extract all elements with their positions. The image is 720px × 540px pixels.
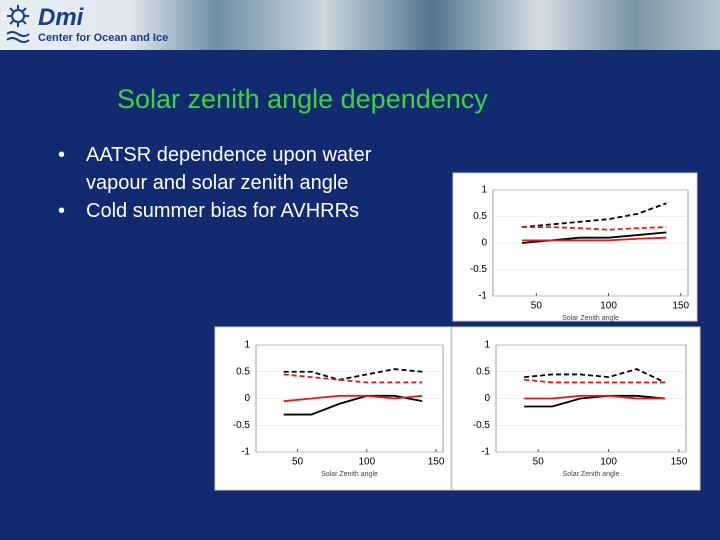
y-tick-label: 1	[244, 340, 250, 351]
header-subtitle: Center for Ocean and Ice	[38, 32, 169, 44]
header-banner: Dmi Center for Ocean and Ice	[0, 0, 720, 50]
y-tick-label: 1	[481, 185, 487, 196]
series-line	[283, 394, 423, 403]
series-line	[524, 394, 665, 408]
x-tick-label: 100	[600, 457, 617, 468]
y-tick-label: 0.5	[476, 366, 490, 377]
x-axis-label: Solar Zenith angle	[562, 315, 619, 322]
series-line	[524, 394, 665, 400]
y-tick-label: 0.5	[473, 211, 487, 222]
x-tick-label: 50	[531, 301, 543, 312]
x-axis-label: Solar Zenith angle	[563, 471, 620, 478]
x-tick-label: 150	[428, 457, 445, 468]
x-tick-label: 100	[600, 301, 617, 312]
y-tick-label: -1	[481, 447, 490, 458]
slide-title: Solar zenith angle dependency	[117, 84, 488, 114]
x-tick-label: 50	[533, 457, 545, 468]
bullet: AATSR dependence upon water vapour and s…	[58, 141, 378, 197]
y-tick-label: 1	[484, 340, 490, 351]
series-line	[521, 226, 667, 231]
series-line	[521, 202, 667, 228]
x-tick-label: 50	[292, 457, 304, 468]
x-axis-label: Solar Zenith angle	[321, 471, 378, 478]
logo-text: Dmi	[38, 4, 84, 31]
x-tick-label: 150	[672, 301, 689, 312]
series-line	[521, 236, 667, 242]
y-tick-label: 0	[481, 238, 487, 249]
series-line	[283, 394, 423, 416]
series-line	[283, 373, 423, 384]
y-tick-label: -0.5	[233, 420, 251, 431]
y-tick-label: 0	[244, 393, 250, 404]
y-tick-label: -1	[478, 291, 487, 302]
logo-emblem	[6, 5, 30, 43]
x-tick-label: 150	[671, 457, 688, 468]
bullet: Cold summer bias for AVHRRs	[58, 197, 378, 225]
y-tick-label: 0	[484, 393, 490, 404]
bullet-list: AATSR dependence upon water vapour and s…	[58, 141, 378, 225]
y-tick-label: -0.5	[470, 264, 488, 275]
y-tick-label: -1	[241, 447, 250, 458]
x-tick-label: 100	[358, 457, 375, 468]
y-tick-label: 0.5	[236, 366, 250, 377]
y-tick-label: -0.5	[473, 420, 491, 431]
